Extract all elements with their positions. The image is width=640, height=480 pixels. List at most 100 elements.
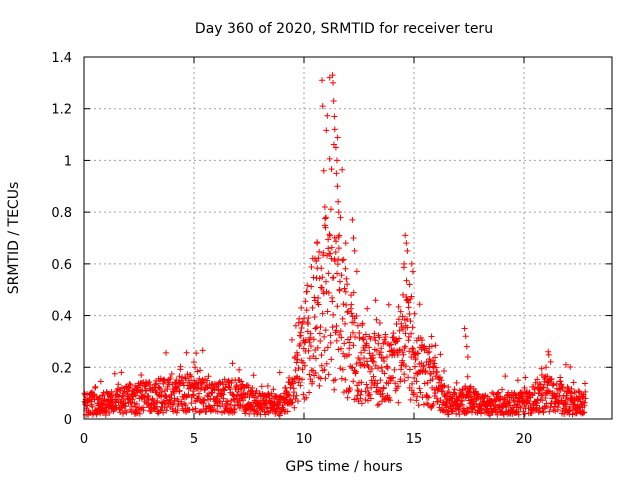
data-point (319, 77, 326, 84)
data-point (96, 395, 103, 402)
data-point (192, 408, 199, 415)
data-point (431, 360, 438, 367)
data-point (556, 385, 563, 392)
data-point (384, 363, 391, 370)
data-point (339, 366, 346, 373)
data-point (322, 327, 329, 334)
data-point (383, 354, 390, 361)
data-point (540, 384, 547, 391)
x-tick-label: 0 (80, 432, 88, 447)
data-point (405, 374, 412, 381)
y-tick-label: 1.4 (51, 51, 72, 66)
data-point (401, 371, 408, 378)
y-tick-label: 0.4 (51, 310, 72, 325)
data-point (372, 297, 379, 304)
data-point (338, 345, 345, 352)
data-point (191, 377, 197, 384)
data-point (324, 308, 331, 315)
data-point (199, 376, 206, 383)
data-point (326, 231, 333, 238)
data-point (333, 323, 340, 330)
data-point (331, 257, 338, 264)
data-point (461, 325, 468, 332)
data-point (420, 344, 427, 351)
data-point (415, 350, 422, 357)
data-point (312, 355, 319, 362)
data-point (140, 404, 147, 411)
data-point (380, 384, 387, 391)
data-point (182, 375, 189, 382)
data-point (404, 315, 411, 322)
data-point (471, 404, 478, 411)
data-point (125, 391, 131, 398)
data-point (337, 214, 344, 221)
data-point (409, 324, 416, 331)
data-point (229, 391, 236, 398)
data-point (115, 381, 122, 388)
data-point (412, 355, 419, 362)
data-point (433, 395, 440, 402)
data-point (517, 404, 524, 411)
data-point (171, 390, 178, 397)
data-point (306, 371, 313, 378)
data-point (506, 399, 513, 406)
data-point (429, 376, 436, 383)
data-point (392, 380, 399, 387)
data-point (486, 412, 493, 419)
data-point (515, 411, 522, 418)
data-point (334, 270, 341, 277)
data-point (441, 367, 448, 374)
data-point (318, 265, 325, 272)
data-point (538, 392, 545, 399)
data-point (395, 303, 402, 310)
data-point (220, 395, 227, 402)
data-point (359, 320, 366, 327)
data-point (328, 356, 335, 363)
data-point (581, 380, 588, 387)
data-point (404, 324, 411, 331)
data-point (399, 349, 406, 356)
data-point (522, 374, 529, 381)
data-point (321, 203, 328, 210)
data-point (162, 392, 169, 399)
data-point (337, 365, 344, 372)
data-point (186, 407, 193, 414)
data-point (397, 308, 404, 315)
data-point (407, 296, 414, 303)
data-point (376, 401, 383, 408)
data-point (581, 399, 588, 406)
data-point (406, 366, 413, 373)
data-point (411, 375, 418, 382)
data-point (358, 400, 365, 407)
data-point (581, 409, 588, 416)
data-point (132, 383, 139, 390)
data-point (344, 281, 351, 288)
data-point (338, 272, 345, 279)
data-point (354, 322, 361, 329)
data-point (407, 396, 414, 403)
y-tick-label: 0 (64, 413, 72, 428)
data-point (409, 380, 416, 387)
data-point (344, 394, 351, 401)
data-point (403, 277, 410, 284)
data-point (306, 355, 313, 362)
data-point (128, 403, 135, 410)
data-point (329, 72, 336, 79)
data-point (368, 384, 375, 391)
data-point (376, 334, 383, 341)
data-point (373, 384, 380, 391)
data-point (385, 301, 392, 308)
data-point (375, 388, 382, 395)
data-point (470, 403, 477, 410)
data-point (327, 250, 334, 257)
x-axis-label: GPS time / hours (285, 459, 402, 475)
data-point (160, 376, 167, 383)
data-point (218, 390, 225, 397)
data-point (323, 278, 329, 285)
data-point (401, 377, 408, 384)
grid-lines (84, 57, 612, 419)
data-point (400, 351, 407, 358)
data-point (391, 366, 398, 373)
data-point (362, 388, 369, 395)
data-point (306, 389, 313, 396)
